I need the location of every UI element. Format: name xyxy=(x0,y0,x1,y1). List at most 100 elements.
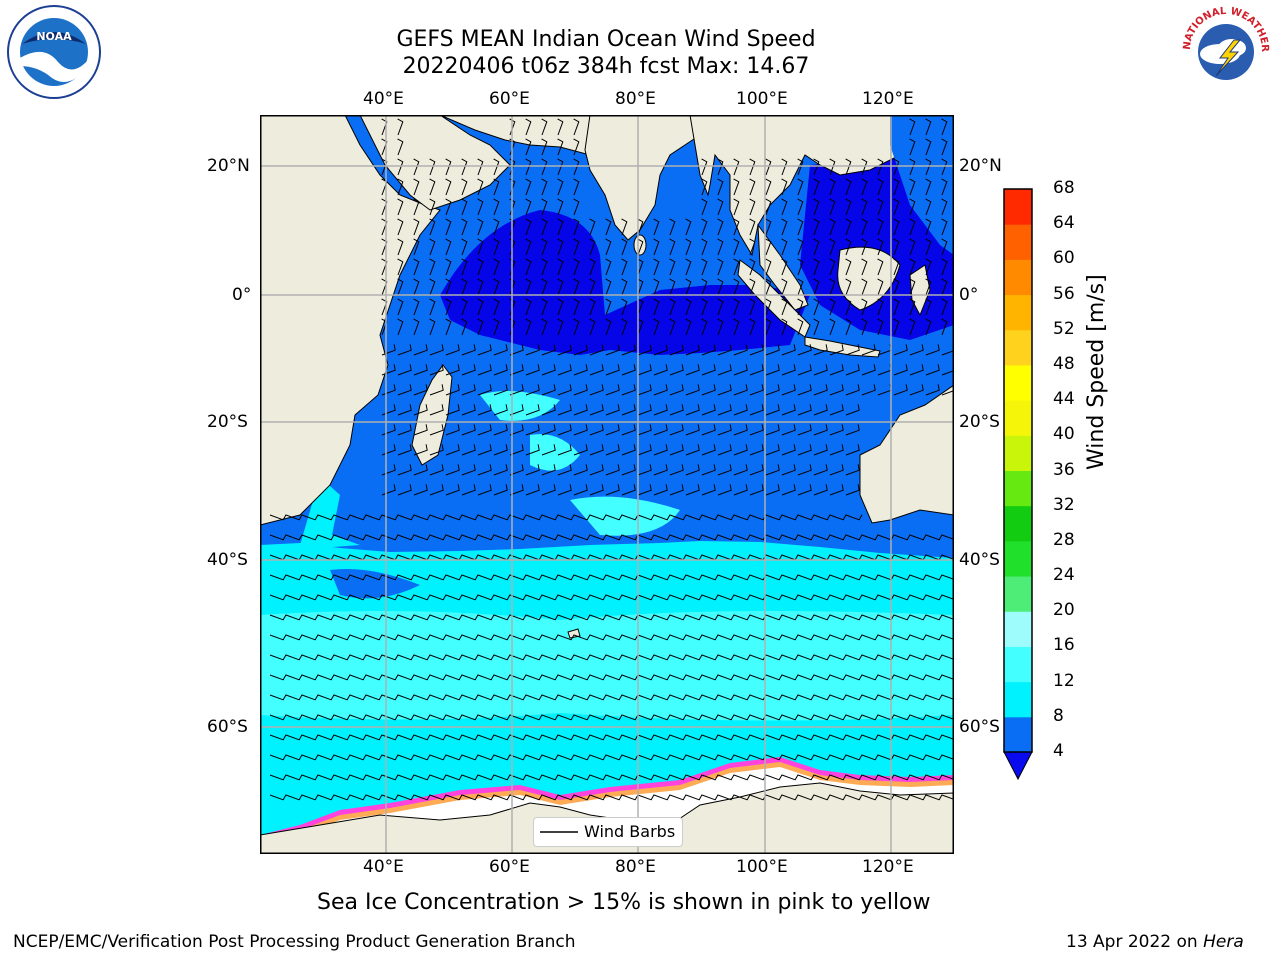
wind-barb xyxy=(925,298,932,316)
wind-barb xyxy=(893,258,900,276)
wind-barb xyxy=(589,714,607,721)
wind-barb xyxy=(557,714,575,721)
wind-barb xyxy=(893,614,911,621)
wind-barb xyxy=(557,594,575,601)
wind-barb xyxy=(429,318,436,336)
wind-barb xyxy=(829,574,847,581)
wind-barb xyxy=(797,364,812,376)
wind-barb xyxy=(877,278,884,296)
wind-barb xyxy=(509,674,527,681)
colorbar-block xyxy=(1004,540,1032,577)
wind-barb xyxy=(845,674,863,681)
wind-barb xyxy=(637,278,644,296)
wind-barb xyxy=(941,238,948,256)
wind-barb xyxy=(925,318,932,336)
wind-barb xyxy=(429,774,447,781)
wind-barb xyxy=(781,198,788,216)
wind-barb xyxy=(845,574,863,581)
wind-barb xyxy=(685,344,700,356)
wind-barb xyxy=(861,654,879,661)
wind-barb xyxy=(557,138,564,156)
wind-barb xyxy=(589,364,604,376)
wind-barb xyxy=(413,714,431,721)
wind-barb xyxy=(461,464,476,476)
wind-barb xyxy=(701,404,716,416)
wind-barb xyxy=(685,218,692,236)
wind-barb xyxy=(797,614,815,621)
wind-barb xyxy=(381,278,388,296)
wind-barb xyxy=(637,634,655,641)
wind-barb xyxy=(413,424,428,436)
wind-barb xyxy=(829,794,847,801)
wind-barb xyxy=(509,734,527,741)
wind-barb xyxy=(525,158,532,176)
wind-barb xyxy=(621,754,639,761)
wind-barb xyxy=(909,634,927,641)
wind-barb xyxy=(397,218,404,236)
wind-barb xyxy=(733,298,740,316)
wind-barb xyxy=(733,278,740,296)
wind-barb xyxy=(781,298,788,316)
wind-barb xyxy=(941,118,948,136)
wind-barb xyxy=(701,734,719,741)
wind-barb xyxy=(685,634,703,641)
wind-barb xyxy=(669,364,684,376)
wind-barb xyxy=(573,484,588,496)
wind-barb xyxy=(685,364,700,376)
wind-barb xyxy=(349,674,367,681)
wind-barb xyxy=(669,404,684,416)
wind-barb xyxy=(653,754,671,761)
wind-barb xyxy=(653,674,671,681)
wind-barb xyxy=(813,634,831,641)
wind-barb xyxy=(653,794,671,801)
wind-barb xyxy=(669,754,687,761)
wind-barb xyxy=(285,734,303,741)
wind-barb xyxy=(541,424,556,436)
wind-barb xyxy=(813,238,820,256)
wind-barb xyxy=(717,674,735,681)
wind-barb xyxy=(621,364,636,376)
wind-barb xyxy=(573,574,591,581)
wind-barb xyxy=(893,298,900,316)
wind-barb xyxy=(941,178,948,196)
wind-barb xyxy=(429,574,447,581)
wind-barb xyxy=(781,464,796,476)
wind-patch-1 xyxy=(480,391,560,421)
wind-barb xyxy=(861,298,868,316)
lat-label-right: 20°S xyxy=(959,412,1000,432)
wind-barb xyxy=(461,634,479,641)
wind-barb xyxy=(941,634,954,640)
wind-barb xyxy=(861,278,868,296)
wind-barb xyxy=(765,298,772,316)
wind-barb xyxy=(829,364,844,376)
wind-barb xyxy=(765,734,783,741)
wind-barb xyxy=(813,424,828,436)
wind-barb xyxy=(525,278,532,296)
wind-barb xyxy=(285,534,303,541)
wind-barb xyxy=(557,444,572,456)
wind-barb xyxy=(781,654,799,661)
wind-barb xyxy=(397,634,415,641)
wind-barb xyxy=(397,158,404,176)
wind-barb xyxy=(893,634,911,641)
wind-barb xyxy=(429,404,444,416)
wind-barb xyxy=(877,318,884,336)
wind-barb xyxy=(541,298,548,316)
wind-barb xyxy=(525,464,540,476)
wind-barb xyxy=(621,238,628,256)
wind-barb xyxy=(429,278,436,296)
wind-barb xyxy=(525,774,543,781)
wind-barb xyxy=(733,614,751,621)
wind-barb xyxy=(461,714,479,721)
wind-barb xyxy=(285,674,303,681)
wind-barb xyxy=(301,534,319,541)
wind-barb xyxy=(589,594,607,601)
wind-barb xyxy=(669,238,676,256)
wind-barb xyxy=(493,774,511,781)
wind-barb xyxy=(493,238,500,256)
wind-barb xyxy=(413,594,431,601)
wind-barb xyxy=(333,774,351,781)
wind-barb xyxy=(589,464,604,476)
wind-barb xyxy=(525,484,540,496)
wind-barb xyxy=(781,238,788,256)
